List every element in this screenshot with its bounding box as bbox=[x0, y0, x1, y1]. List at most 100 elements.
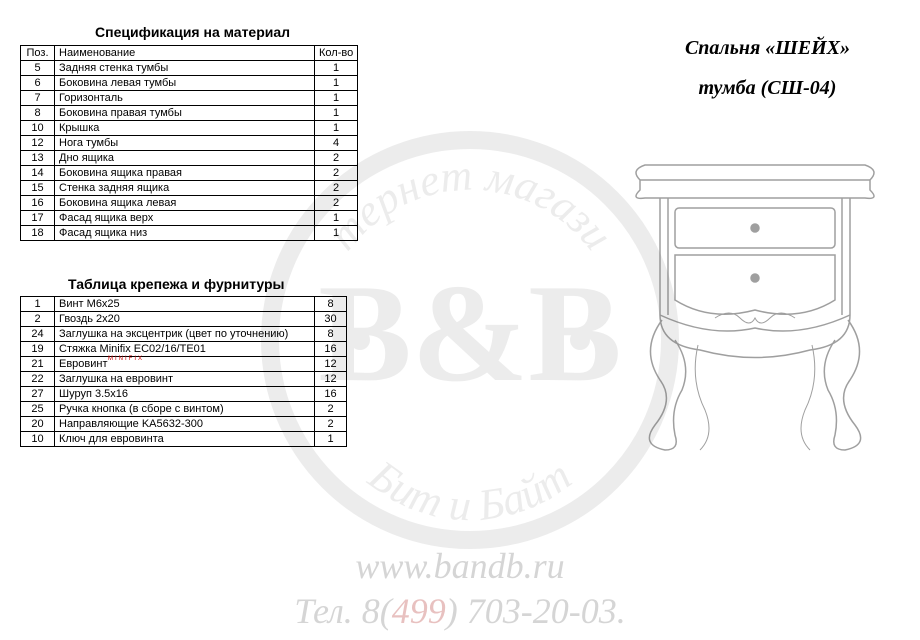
cell-pos: 10 bbox=[21, 121, 55, 136]
cell-name: Задняя стенка тумбы bbox=[55, 61, 315, 76]
table-row: 27Шуруп 3.5х1616 bbox=[21, 387, 347, 402]
cell-pos: 14 bbox=[21, 166, 55, 181]
table-row: 8Боковина правая тумбы1 bbox=[21, 106, 358, 121]
cell-qty: 12 bbox=[315, 372, 347, 387]
cell-qty: 12 bbox=[315, 357, 347, 372]
cell-name: Гвоздь 2х20 bbox=[55, 312, 315, 327]
cell-name: Заглушка на эксцентрик (цвет по уточнени… bbox=[55, 327, 315, 342]
cell-pos: 1 bbox=[21, 297, 55, 312]
spec-table: Поз. Наименование Кол-во 5Задняя стенка … bbox=[20, 45, 358, 241]
cell-pos: 21 bbox=[21, 357, 55, 372]
cell-name: Стяжка Minifix EC02/16/TE01 bbox=[55, 342, 315, 357]
cell-qty: 30 bbox=[315, 312, 347, 327]
cell-qty: 2 bbox=[315, 196, 358, 211]
tel-area: 499 bbox=[392, 591, 446, 631]
cell-pos: 20 bbox=[21, 417, 55, 432]
table-row: 10Ключ для евровинта1 bbox=[21, 432, 347, 447]
cell-pos: 6 bbox=[21, 76, 55, 91]
cell-name: Шуруп 3.5х16 bbox=[55, 387, 315, 402]
cell-pos: 5 bbox=[21, 61, 55, 76]
hw-table-title: Таблица крепежа и фурнитуры bbox=[68, 276, 285, 292]
table-row: 7Горизонталь1 bbox=[21, 91, 358, 106]
cell-name: Крышка bbox=[55, 121, 315, 136]
cell-pos: 19 bbox=[21, 342, 55, 357]
table-row: 17Фасад ящика верх1 bbox=[21, 211, 358, 226]
cell-pos: 22 bbox=[21, 372, 55, 387]
spec-table-title: Спецификация на материал bbox=[95, 24, 290, 40]
cell-qty: 1 bbox=[315, 61, 358, 76]
cell-qty: 1 bbox=[315, 211, 358, 226]
cell-name: Фасад ящика низ bbox=[55, 226, 315, 241]
cell-name: Горизонталь bbox=[55, 91, 315, 106]
cell-qty: 1 bbox=[315, 91, 358, 106]
cell-pos: 7 bbox=[21, 91, 55, 106]
table-row: 10Крышка1 bbox=[21, 121, 358, 136]
cell-qty: 1 bbox=[315, 106, 358, 121]
cell-qty: 16 bbox=[315, 342, 347, 357]
cell-pos: 12 bbox=[21, 136, 55, 151]
cell-qty: 2 bbox=[315, 417, 347, 432]
table-row: 14Боковина ящика правая2 bbox=[21, 166, 358, 181]
cell-name: Фасад ящика верх bbox=[55, 211, 315, 226]
cell-pos: 13 bbox=[21, 151, 55, 166]
cell-name: Боковина правая тумбы bbox=[55, 106, 315, 121]
cell-name: Евровинт bbox=[55, 357, 315, 372]
title-line1: Спальня «ШЕЙХ» bbox=[685, 28, 850, 68]
col-name: Наименование bbox=[55, 46, 315, 61]
col-qty: Кол-во bbox=[315, 46, 358, 61]
cell-qty: 16 bbox=[315, 387, 347, 402]
tel-rest: ) 703-20-03. bbox=[446, 591, 626, 631]
cell-pos: 16 bbox=[21, 196, 55, 211]
table-row: 18Фасад ящика низ1 bbox=[21, 226, 358, 241]
table-row: 15Стенка задняя ящика2 bbox=[21, 181, 358, 196]
cell-pos: 27 bbox=[21, 387, 55, 402]
cell-pos: 8 bbox=[21, 106, 55, 121]
table-row: 5Задняя стенка тумбы1 bbox=[21, 61, 358, 76]
product-title: Спальня «ШЕЙХ» тумба (СШ-04) bbox=[685, 28, 850, 108]
cell-name: Боковина ящика правая bbox=[55, 166, 315, 181]
cell-name: Стенка задняя ящика bbox=[55, 181, 315, 196]
title-line2: тумба (СШ-04) bbox=[685, 68, 850, 108]
cell-name: Боковина левая тумбы bbox=[55, 76, 315, 91]
cell-pos: 18 bbox=[21, 226, 55, 241]
cell-qty: 2 bbox=[315, 151, 358, 166]
cell-name: Винт М6х25 bbox=[55, 297, 315, 312]
cell-pos: 10 bbox=[21, 432, 55, 447]
cell-pos: 24 bbox=[21, 327, 55, 342]
furniture-drawing bbox=[620, 150, 890, 460]
cell-name: Боковина ящика левая bbox=[55, 196, 315, 211]
cell-name: Нога тумбы bbox=[55, 136, 315, 151]
hw-table: 1Винт М6х2582Гвоздь 2х203024Заглушка на … bbox=[20, 296, 347, 447]
cell-name: Ключ для евровинта bbox=[55, 432, 315, 447]
cell-qty: 8 bbox=[315, 297, 347, 312]
cell-pos: 15 bbox=[21, 181, 55, 196]
table-row: 12Нога тумбы4 bbox=[21, 136, 358, 151]
cell-qty: 2 bbox=[315, 181, 358, 196]
col-pos: Поз. bbox=[21, 46, 55, 61]
cell-qty: 1 bbox=[315, 226, 358, 241]
watermark-url: www.bandb.ru bbox=[0, 545, 920, 587]
cell-qty: 1 bbox=[315, 121, 358, 136]
cell-name: Ручка кнопка (в сборе с винтом) bbox=[55, 402, 315, 417]
table-row: 21Евровинт12 bbox=[21, 357, 347, 372]
cell-pos: 2 bbox=[21, 312, 55, 327]
table-row: 22Заглушка на евровинт12 bbox=[21, 372, 347, 387]
watermark-tel: Тел. 8(499) 703-20-03. bbox=[0, 590, 920, 632]
cell-pos: 17 bbox=[21, 211, 55, 226]
cell-qty: 1 bbox=[315, 432, 347, 447]
cell-qty: 8 bbox=[315, 327, 347, 342]
cell-name: Направляющие KA5632-300 bbox=[55, 417, 315, 432]
cell-pos: 25 bbox=[21, 402, 55, 417]
table-row: 6Боковина левая тумбы1 bbox=[21, 76, 358, 91]
table-row: 25Ручка кнопка (в сборе с винтом)2 bbox=[21, 402, 347, 417]
table-row: 19Стяжка Minifix EC02/16/TE0116 bbox=[21, 342, 347, 357]
table-row: 24Заглушка на эксцентрик (цвет по уточне… bbox=[21, 327, 347, 342]
cell-qty: 2 bbox=[315, 402, 347, 417]
table-row: 13Дно ящика2 bbox=[21, 151, 358, 166]
cell-qty: 1 bbox=[315, 76, 358, 91]
cell-qty: 4 bbox=[315, 136, 358, 151]
cell-name: Дно ящика bbox=[55, 151, 315, 166]
table-row: 16Боковина ящика левая2 bbox=[21, 196, 358, 211]
tel-prefix: Тел. 8( bbox=[294, 591, 392, 631]
table-row: 20Направляющие KA5632-3002 bbox=[21, 417, 347, 432]
